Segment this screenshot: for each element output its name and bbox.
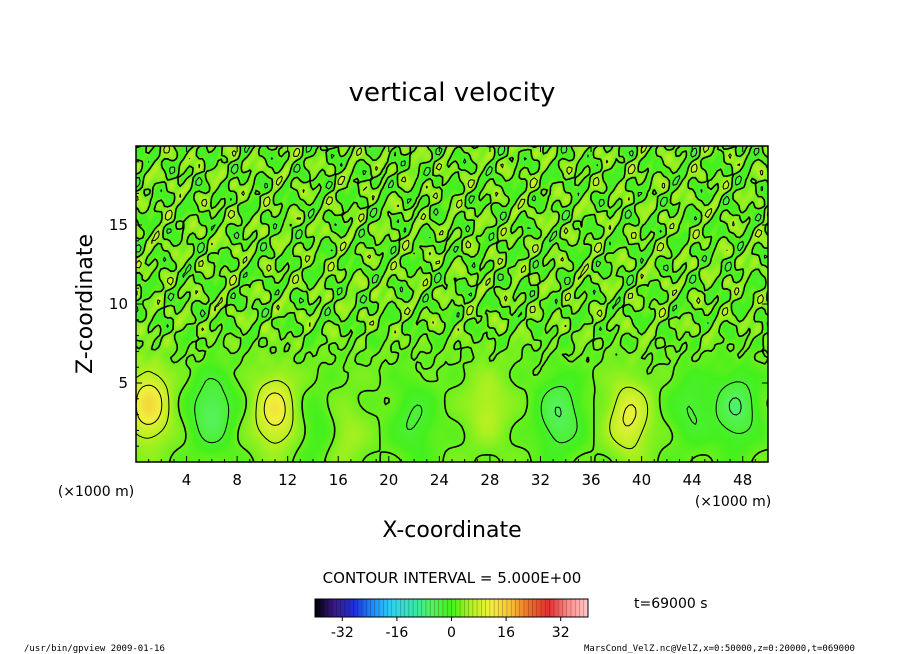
colorbar-tick-label: 0 (447, 625, 456, 641)
colorbar-tick-label: 32 (552, 625, 570, 641)
x-tick-label: 8 (232, 471, 242, 489)
chart-title: vertical velocity (349, 78, 556, 108)
x-tick-label: 12 (278, 471, 297, 489)
colorbar-tick-label: -16 (385, 625, 408, 641)
x-tick-label: 4 (182, 471, 192, 489)
x-tick-label: 44 (683, 471, 702, 489)
y-axis-label: Z-coordinate (73, 234, 98, 374)
contour-zero (136, 146, 768, 462)
x-unit-left: (×1000 m) (58, 484, 134, 500)
contour-negative (554, 397, 742, 418)
x-unit-right: (×1000 m) (695, 494, 771, 510)
x-tick-label: 40 (632, 471, 651, 489)
x-tick-label: 16 (329, 471, 348, 489)
colorbar-tick-label: -32 (331, 625, 354, 641)
x-tick-label: 24 (430, 471, 449, 489)
x-tick-label: 36 (581, 471, 600, 489)
contour-interval: CONTOUR INTERVAL = 5.000E+00 (323, 569, 582, 587)
y-tick-label: 5 (118, 374, 128, 392)
contour-positive (136, 146, 768, 450)
contour-negative (136, 146, 768, 444)
x-axis-ticks: 4 8 12 16 20 24 28 32 36 40 44 48 (148, 146, 756, 489)
colorbar-stripes (318, 599, 585, 617)
x-tick-label: 32 (531, 471, 550, 489)
colorbar-tick-label: 16 (497, 625, 515, 641)
y-tick-label: 10 (109, 295, 128, 313)
colorbar-ticks: -32 -16 0 16 32 (331, 617, 570, 641)
time-label: t=69000 s (634, 596, 708, 612)
contour-lines (136, 146, 768, 462)
footer-right: MarsCond_VelZ.nc@VelZ,x=0:50000,z=0:2000… (584, 644, 855, 654)
y-axis-ticks: 5 10 15 (109, 161, 768, 447)
footer-left: /usr/bin/gpview 2009-01-16 (24, 644, 165, 654)
x-tick-label: 20 (379, 471, 398, 489)
x-tick-label: 48 (733, 471, 752, 489)
x-axis-label: X-coordinate (382, 518, 521, 543)
x-tick-label: 28 (480, 471, 499, 489)
contour-positive (136, 384, 637, 427)
y-tick-label: 15 (109, 216, 128, 234)
